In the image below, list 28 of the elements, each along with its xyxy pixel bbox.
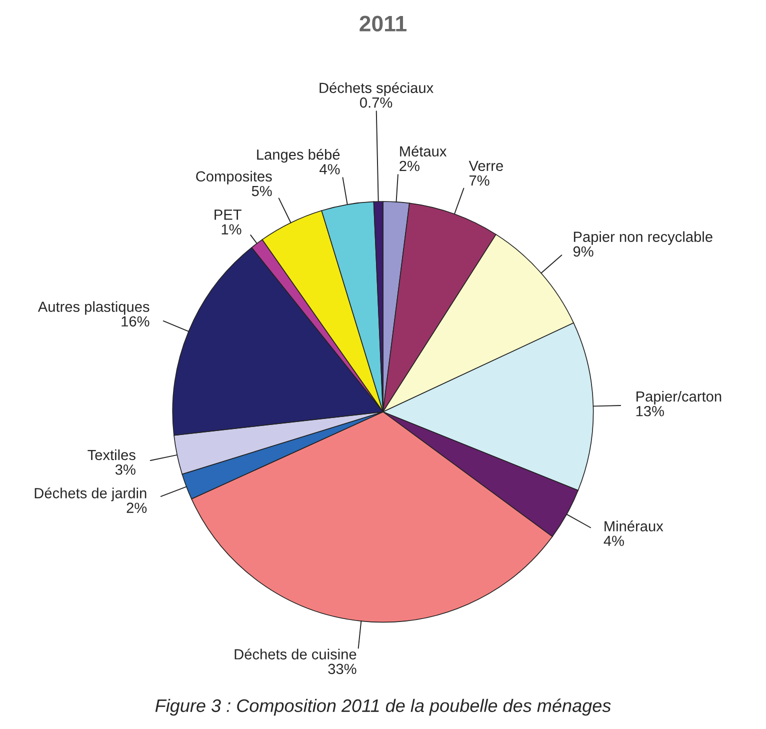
data-label: 5% xyxy=(252,186,272,196)
slice-label: Déchets de jardin xyxy=(34,487,146,502)
data-label: 0.7% xyxy=(360,97,392,108)
data-label: 4% xyxy=(604,536,624,546)
data-label: 7% xyxy=(469,175,490,186)
slice-label: Papier non recyclable xyxy=(574,231,712,245)
slice-label: Autres plastiques xyxy=(38,301,150,315)
chart-title: 2011 xyxy=(360,16,406,32)
slice-label: Déchets de cuisine xyxy=(234,648,356,660)
slice-label: Langes bébé xyxy=(257,148,340,163)
slice-label: Papier/carton xyxy=(636,390,722,405)
slice-label: Textiles xyxy=(88,449,136,460)
data-label: 3% xyxy=(115,464,136,475)
data-label: 2% xyxy=(126,502,147,513)
data-label: 13% xyxy=(636,406,664,416)
data-label: 16% xyxy=(122,316,150,327)
data-label: 1% xyxy=(222,224,242,234)
data-label: 4% xyxy=(320,164,340,174)
data-label: 33% xyxy=(328,664,356,674)
slice-label: Minéraux xyxy=(604,520,664,532)
slice-label: Déchets spéciaux xyxy=(320,82,434,96)
slice-label: PET xyxy=(214,210,242,220)
slice-label: Verre xyxy=(468,160,503,172)
data-label: 9% xyxy=(573,246,594,257)
caption: Figure 3 : Composition 2011 de la poubelle des ménages xyxy=(155,698,611,716)
slice-label: Métaux xyxy=(400,146,447,157)
slice-label: Composites xyxy=(196,170,272,184)
data-label: 2% xyxy=(400,160,420,172)
